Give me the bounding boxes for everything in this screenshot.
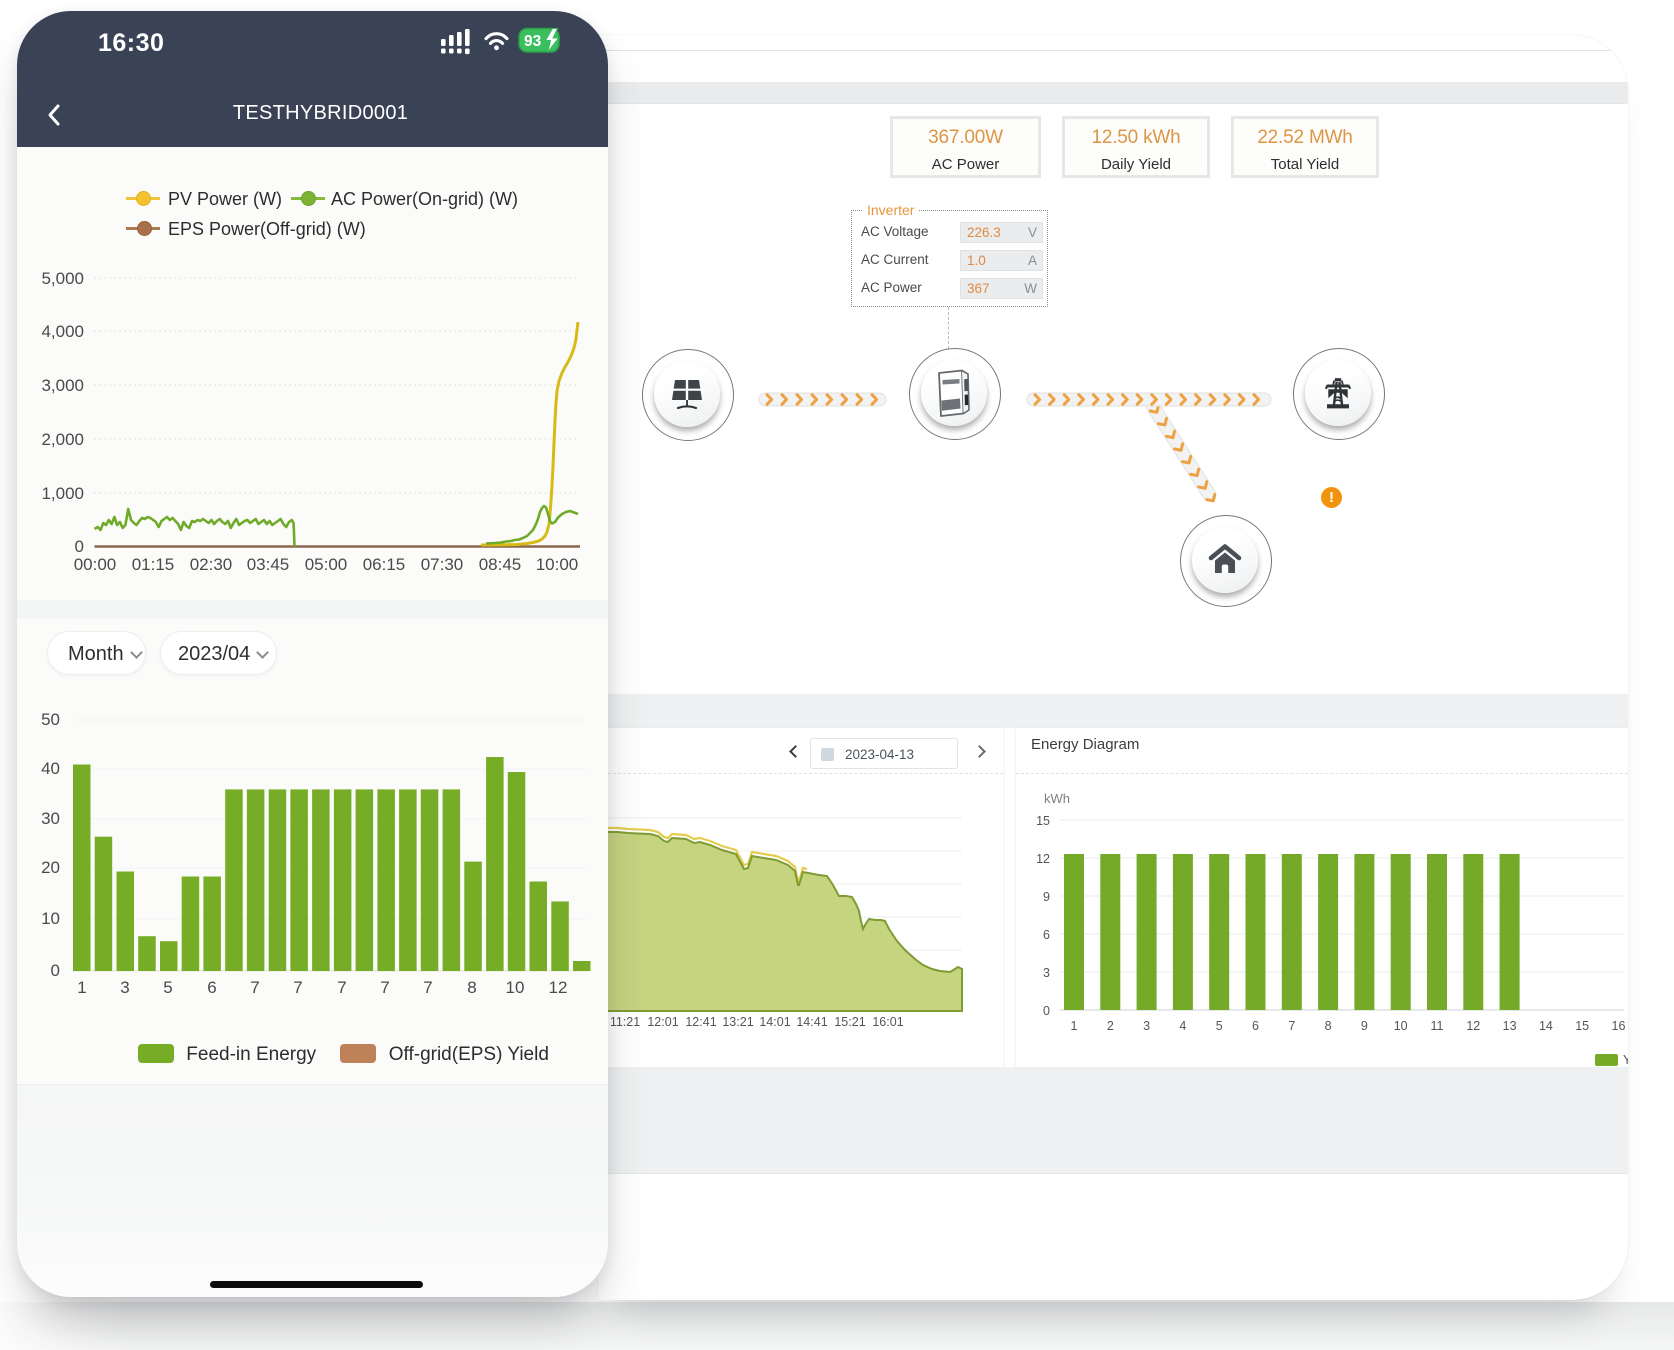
svg-text:7: 7 [250, 978, 259, 997]
svg-text:12: 12 [1036, 852, 1050, 866]
svg-text:7: 7 [423, 978, 432, 997]
svg-text:16:01: 16:01 [872, 1015, 903, 1029]
svg-text:1: 1 [77, 978, 86, 997]
svg-text:7: 7 [337, 978, 346, 997]
svg-text:05:00: 05:00 [305, 555, 348, 574]
svg-text:20: 20 [41, 858, 60, 877]
svg-text:9: 9 [1361, 1019, 1368, 1033]
svg-text:12: 12 [1466, 1019, 1480, 1033]
svg-text:10:00: 10:00 [536, 555, 579, 574]
svg-text:7: 7 [293, 978, 302, 997]
svg-text:1: 1 [1071, 1019, 1078, 1033]
svg-text:50: 50 [41, 710, 60, 729]
svg-text:14:41: 14:41 [796, 1015, 827, 1029]
svg-text:4,000: 4,000 [41, 322, 84, 341]
svg-text:08:45: 08:45 [479, 555, 522, 574]
svg-text:01:15: 01:15 [132, 555, 175, 574]
svg-text:10: 10 [1394, 1019, 1408, 1033]
svg-text:0: 0 [75, 537, 84, 556]
svg-text:10: 10 [506, 978, 525, 997]
svg-text:12:41: 12:41 [685, 1015, 716, 1029]
svg-text:1,000: 1,000 [41, 484, 84, 503]
svg-text:11:21: 11:21 [610, 1015, 640, 1029]
svg-text:8: 8 [467, 978, 476, 997]
svg-text:6: 6 [207, 978, 216, 997]
svg-text:16: 16 [1612, 1019, 1626, 1033]
svg-text:06:15: 06:15 [363, 555, 406, 574]
svg-text:Yield: Yield [1623, 1053, 1628, 1067]
svg-text:5,000: 5,000 [41, 269, 84, 288]
svg-text:12:01: 12:01 [647, 1015, 678, 1029]
svg-text:10: 10 [41, 909, 60, 928]
svg-text:03:45: 03:45 [247, 555, 290, 574]
svg-text:15:21: 15:21 [834, 1015, 865, 1029]
svg-text:93: 93 [524, 33, 542, 50]
svg-text:5: 5 [163, 978, 172, 997]
svg-text:14: 14 [1539, 1019, 1553, 1033]
svg-text:8: 8 [1325, 1019, 1332, 1033]
svg-text:02:30: 02:30 [190, 555, 233, 574]
svg-text:6: 6 [1043, 928, 1050, 942]
svg-text:00:00: 00:00 [74, 555, 117, 574]
svg-text:2: 2 [1107, 1019, 1114, 1033]
svg-text:15: 15 [1036, 814, 1050, 828]
svg-text:7: 7 [380, 978, 389, 997]
svg-text:7: 7 [1288, 1019, 1295, 1033]
svg-text:3: 3 [1043, 966, 1050, 980]
svg-text:15: 15 [1575, 1019, 1589, 1033]
svg-text:12: 12 [549, 978, 568, 997]
svg-text:11: 11 [1431, 1019, 1444, 1033]
svg-text:40: 40 [41, 759, 60, 778]
svg-text:0: 0 [51, 961, 60, 980]
svg-text:3,000: 3,000 [41, 376, 84, 395]
svg-text:14:01: 14:01 [759, 1015, 790, 1029]
svg-text:3: 3 [120, 978, 129, 997]
svg-text:5: 5 [1216, 1019, 1223, 1033]
svg-text:13: 13 [1503, 1019, 1517, 1033]
svg-text:13:21: 13:21 [722, 1015, 753, 1029]
svg-text:30: 30 [41, 809, 60, 828]
svg-text:9: 9 [1043, 890, 1050, 904]
svg-text:3: 3 [1143, 1019, 1150, 1033]
svg-text:07:30: 07:30 [421, 555, 464, 574]
svg-text:4: 4 [1179, 1019, 1186, 1033]
svg-text:6: 6 [1252, 1019, 1259, 1033]
svg-text:2,000: 2,000 [41, 430, 84, 449]
svg-text:0: 0 [1043, 1004, 1050, 1018]
